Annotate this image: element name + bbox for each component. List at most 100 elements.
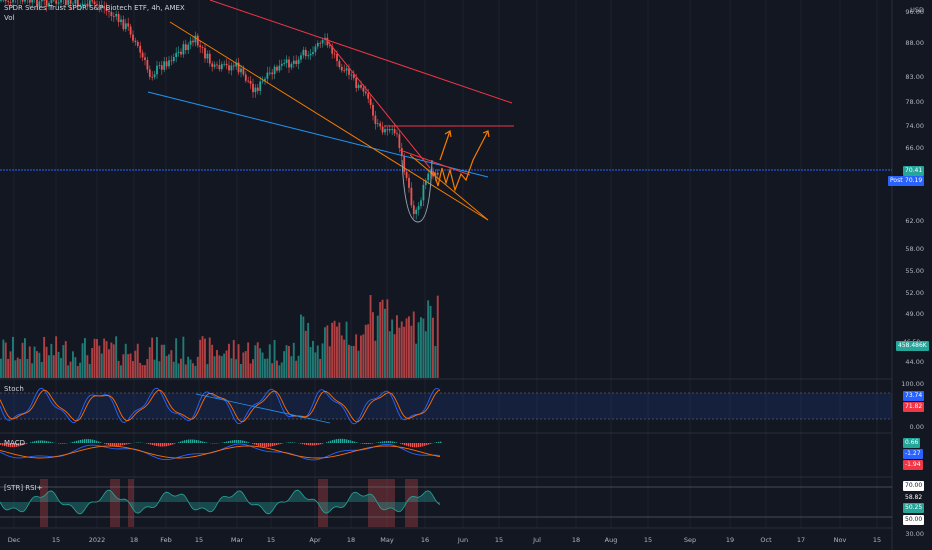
volume-bar <box>7 358 10 378</box>
volume-bar <box>144 365 146 378</box>
volume-bar <box>295 360 298 378</box>
volume-bar <box>28 346 31 378</box>
volume-bar <box>307 322 310 378</box>
volume-bar <box>160 344 163 378</box>
volume-bar <box>0 358 2 378</box>
macd-hist-bar <box>48 441 50 443</box>
candle-body <box>165 61 168 67</box>
macd-hist-bar <box>428 443 430 445</box>
rsi-label[interactable]: [STR] RSI+ <box>4 484 43 492</box>
macd-hist-bar <box>370 443 372 444</box>
volume-bar <box>348 344 350 378</box>
volume-bar <box>403 326 406 378</box>
volume-tag: 458.486K <box>896 341 929 351</box>
volume-bar <box>408 316 410 378</box>
orange-lower-channel <box>409 154 489 221</box>
macd-hist-bar <box>78 440 80 443</box>
rsi-axis-30: 30.00 <box>905 530 924 538</box>
volume-bar <box>300 314 302 378</box>
candle-body <box>256 87 259 91</box>
volume-bar <box>398 327 401 378</box>
volume-bar <box>218 355 221 378</box>
macd-hist-bar <box>302 443 304 445</box>
volume-bar <box>127 354 130 378</box>
candle-body <box>43 0 46 1</box>
macd-hist-bar <box>168 443 170 446</box>
volume-bar <box>216 350 218 378</box>
candle-body <box>434 172 437 177</box>
candle-body <box>216 64 218 66</box>
macd-hist-bar <box>312 443 314 446</box>
macd-hist-bar <box>290 442 292 443</box>
chart-title[interactable]: SPDR Series Trust SPDR S&P Biotech ETF, … <box>4 4 185 12</box>
candle-body <box>100 6 103 7</box>
candle-body <box>180 51 182 55</box>
macd-signal-line <box>0 445 441 459</box>
macd-hist-bar <box>328 441 330 443</box>
volume-bar <box>115 336 118 378</box>
candle-body <box>261 80 264 82</box>
macd-hist-bar <box>198 440 200 443</box>
macd-hist-bar <box>172 443 174 445</box>
volume-bar <box>69 361 72 378</box>
volume-bar <box>12 336 14 378</box>
stoch-label[interactable]: Stoch <box>4 385 24 393</box>
stoch-axis-0: 0.00 <box>909 423 924 431</box>
candle-body <box>254 87 257 93</box>
volume-bar <box>242 352 245 378</box>
macd-hist-bar <box>124 443 126 445</box>
macd-hist-bar <box>114 443 116 447</box>
rsi-oversold-zone <box>110 479 120 527</box>
volume-bar <box>117 360 120 378</box>
candle-body <box>141 52 144 58</box>
volume-bar <box>340 335 343 378</box>
macd-hist-bar <box>84 439 86 443</box>
volume-bar <box>273 339 276 378</box>
rsi-line <box>0 489 441 515</box>
macd-hist-bar <box>120 443 122 446</box>
candle-body <box>76 0 79 7</box>
volume-label[interactable]: Vol <box>4 14 15 22</box>
candle-body <box>357 84 360 89</box>
rsi-oversold-zone <box>318 479 328 527</box>
macd-hist-bar <box>416 443 418 448</box>
macd-hist-bar <box>440 441 442 443</box>
macd-hist-bar <box>308 443 310 446</box>
volume-bar <box>237 344 240 378</box>
volume-bar <box>184 364 187 378</box>
macd-histogram <box>0 438 442 448</box>
candle-body <box>271 72 274 75</box>
macd-hist-bar <box>104 443 106 444</box>
macd-hist-bar <box>98 441 100 443</box>
candle-body <box>211 63 214 67</box>
volume-bar <box>374 340 377 378</box>
macd-hist-bar <box>94 440 96 443</box>
macd-hist-bar <box>234 440 236 443</box>
volume-bar <box>146 359 149 378</box>
macd-hist-bar <box>30 442 32 443</box>
candle-body <box>79 5 82 7</box>
macd-hist-bar <box>34 441 36 443</box>
candle-body <box>343 70 346 72</box>
macd-hist-bar <box>194 439 196 443</box>
volume-bar <box>204 338 206 378</box>
macd-label[interactable]: MACD <box>4 439 25 447</box>
macd-hist-bar <box>364 443 366 444</box>
volume-histogram <box>0 295 439 378</box>
price-tick: 96.00 <box>905 8 924 16</box>
macd-hist-bar <box>128 443 130 444</box>
stoch-axis-100: 100.00 <box>901 380 924 388</box>
macd-hist-bar <box>230 440 232 443</box>
volume-bar <box>424 331 427 378</box>
time-tick: 15 <box>643 536 653 544</box>
time-tick: 19 <box>725 536 735 544</box>
volume-bar <box>136 343 139 378</box>
macd-hist-bar <box>264 443 266 447</box>
candle-body <box>120 19 122 23</box>
rsi-axis-value-1: 58.82 <box>903 493 925 503</box>
volume-bar <box>26 358 29 378</box>
macd-hist-bar <box>384 441 386 443</box>
stoch-k-line <box>0 387 441 425</box>
volume-bar <box>76 365 79 378</box>
